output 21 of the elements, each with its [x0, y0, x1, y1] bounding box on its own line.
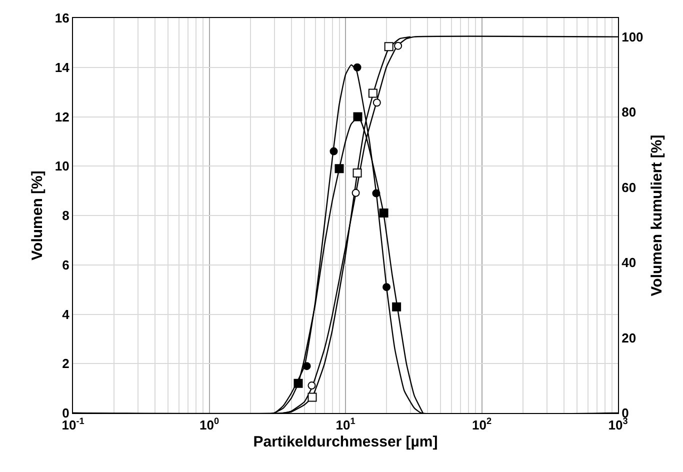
- y-tick-label: 14: [54, 60, 70, 75]
- y-tick-label: 4: [62, 306, 70, 322]
- y2-tick-label: 100: [622, 29, 644, 44]
- y-tick-label: 0: [62, 406, 70, 421]
- y2-axis-title: Volumen kumuliert [%]: [648, 134, 666, 296]
- x-tick-label: 10$^{1}$: [336, 416, 356, 433]
- x-tick-label: 10$^{2}$: [472, 416, 492, 433]
- y-axis-title: Volumen [%]: [29, 170, 46, 260]
- y-tick-label: 16: [54, 10, 70, 26]
- x-axis-title: Partikeldurchmesser [µm]: [253, 434, 438, 451]
- y-tick-label: 8: [62, 208, 70, 224]
- y2-tick-label: 40: [622, 255, 636, 270]
- y2-tick-label: 60: [622, 180, 636, 195]
- y2-tick-label: 80: [622, 104, 636, 120]
- y-tick-label: 10: [54, 158, 70, 174]
- x-tick-label: 10$^{0}$: [199, 416, 220, 433]
- y-tick-label: 6: [62, 257, 70, 272]
- x-tick-label: 10$^{3}$: [608, 416, 628, 433]
- y-tick-label: 12: [54, 109, 70, 124]
- y-tick-label: 2: [62, 356, 70, 372]
- y2-tick-label: 20: [622, 330, 636, 346]
